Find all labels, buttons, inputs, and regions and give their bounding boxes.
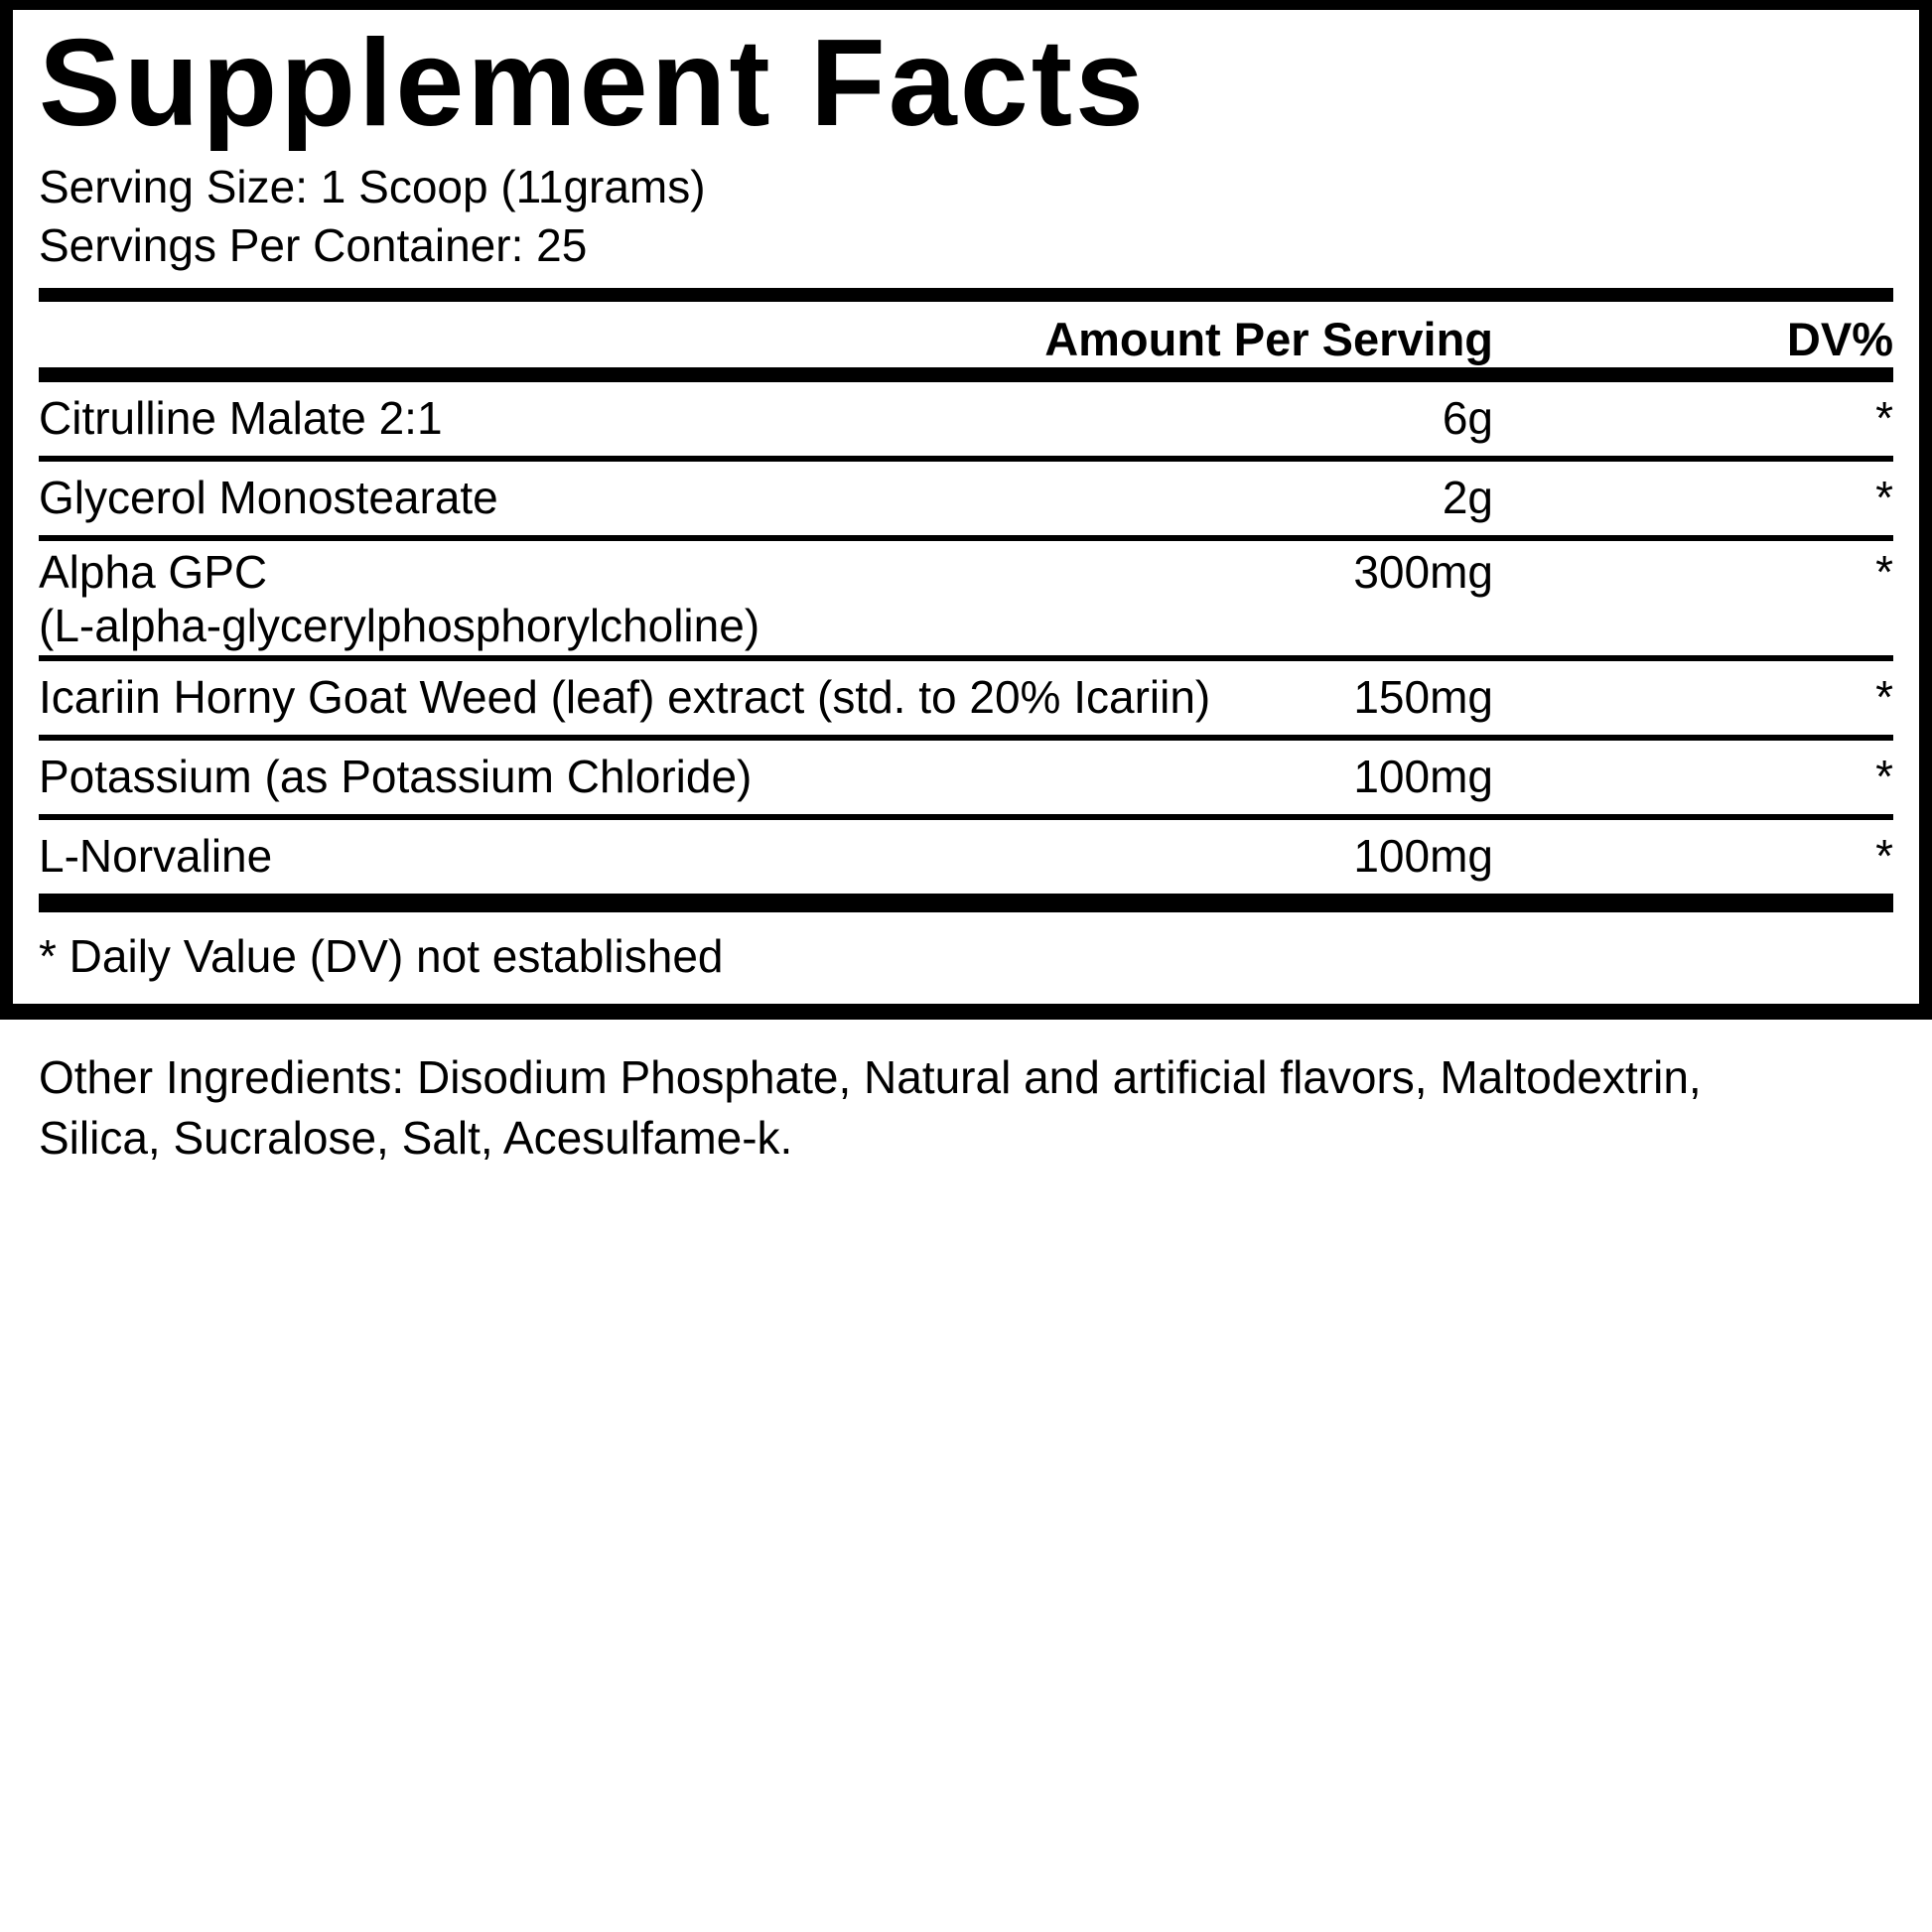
ingredient-amount: 150mg xyxy=(1353,670,1493,723)
ingredient-name: Alpha GPC (L-alpha-glycerylphosphorylcho… xyxy=(39,545,760,651)
divider-thick-top xyxy=(39,287,1893,302)
ingredient-row-citrulline-malate: Citrulline Malate 2:1 6g * xyxy=(39,382,1893,462)
ingredient-amount: 300mg xyxy=(1353,545,1493,598)
ingredient-dv: * xyxy=(1875,829,1893,882)
ingredient-amount: 100mg xyxy=(1353,829,1493,882)
ingredient-name: Icariin Horny Goat Weed (leaf) extract (… xyxy=(39,670,1211,723)
column-header-row: Amount Per Serving DV% xyxy=(39,302,1893,367)
divider-thick-bottom xyxy=(39,893,1893,912)
servings-per-container-line: Servings Per Container: 25 xyxy=(39,218,588,271)
ingredient-amount: 6g xyxy=(1442,391,1493,444)
amount-per-serving-header: Amount Per Serving xyxy=(1044,312,1493,365)
ingredient-name: Potassium (as Potassium Chloride) xyxy=(39,750,753,802)
ingredient-dv: * xyxy=(1875,471,1893,523)
ingredient-row-glycerol-monostearate: Glycerol Monostearate 2g * xyxy=(39,462,1893,541)
other-ingredients: Other Ingredients: Disodium Phosphate, N… xyxy=(39,1050,1702,1164)
divider-thick-under-header xyxy=(39,366,1893,382)
serving-size-line: Serving Size: 1 Scoop (11grams) xyxy=(39,160,706,212)
ingredient-amount: 2g xyxy=(1442,471,1493,523)
ingredient-dv: * xyxy=(1875,670,1893,723)
ingredient-row-l-norvaline: L-Norvaline 100mg * xyxy=(39,820,1893,894)
ingredient-row-alpha-gpc: Alpha GPC (L-alpha-glycerylphosphorylcho… xyxy=(39,541,1893,661)
ingredient-row-icariin-horny-goat-weed: Icariin Horny Goat Weed (leaf) extract (… xyxy=(39,661,1893,741)
panel-title: Supplement Facts xyxy=(39,15,1147,152)
ingredient-amount: 100mg xyxy=(1353,750,1493,802)
ingredient-name: L-Norvaline xyxy=(39,829,273,882)
ingredient-dv: * xyxy=(1875,545,1893,598)
dv-percent-header: DV% xyxy=(1786,312,1893,365)
ingredient-row-potassium: Potassium (as Potassium Chloride) 100mg … xyxy=(39,741,1893,820)
dv-footnote: * Daily Value (DV) not established xyxy=(39,929,724,982)
ingredient-name: Glycerol Monostearate xyxy=(39,471,498,523)
supplement-facts-panel: Supplement Facts Serving Size: 1 Scoop (… xyxy=(0,0,1932,1020)
ingredient-dv: * xyxy=(1875,750,1893,802)
ingredient-dv: * xyxy=(1875,391,1893,444)
ingredient-name: Citrulline Malate 2:1 xyxy=(39,391,443,444)
